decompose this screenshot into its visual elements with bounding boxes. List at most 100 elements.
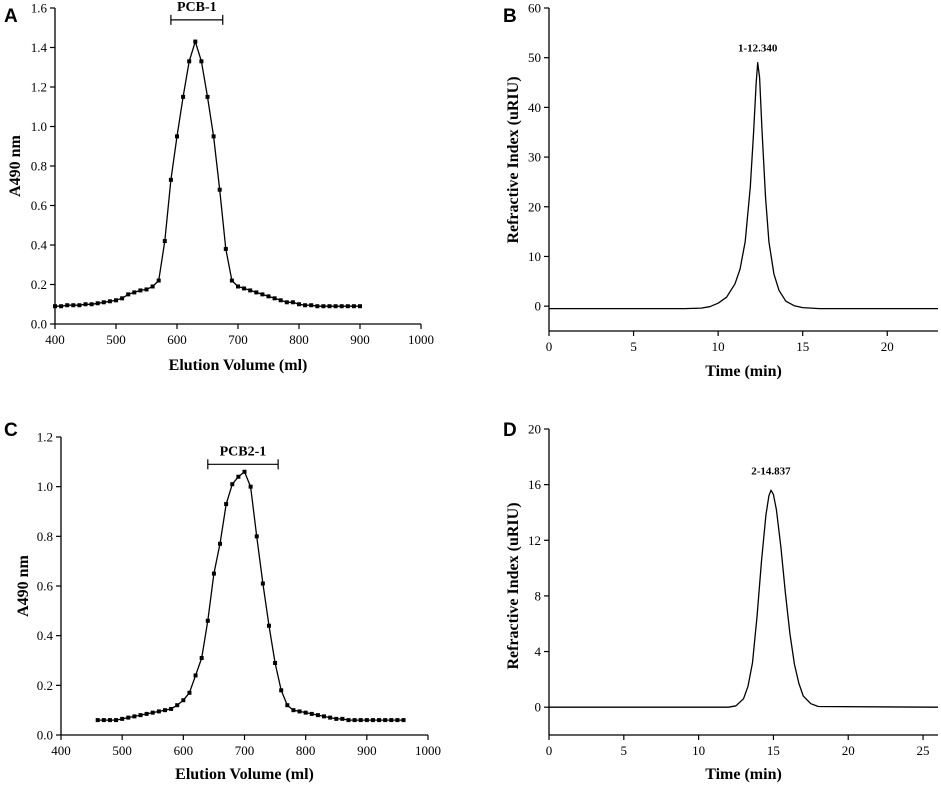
- data-point-c: [297, 709, 302, 714]
- y-tick-label-b: 40: [528, 100, 541, 115]
- data-point-a: [254, 290, 259, 295]
- data-point-c: [291, 708, 296, 713]
- x-tick-label-a: 1000: [408, 332, 434, 347]
- x-tick-label-c: 500: [112, 743, 132, 758]
- data-point-c: [181, 698, 186, 703]
- data-point-c: [132, 714, 137, 719]
- x-tick-label-d: 15: [767, 743, 780, 758]
- x-tick-label-a: 800: [289, 332, 309, 347]
- data-point-a: [193, 39, 198, 44]
- data-point-a: [266, 294, 271, 299]
- data-point-c: [193, 673, 198, 678]
- x-tick-label-c: 1000: [415, 743, 441, 758]
- data-point-a: [351, 304, 356, 309]
- data-point-c: [144, 711, 149, 716]
- data-point-a: [229, 278, 234, 283]
- data-point-a: [327, 304, 332, 309]
- panel-letter-d: D: [503, 420, 517, 441]
- data-point-c: [383, 718, 388, 723]
- bracket-label-a: PCB-1: [177, 0, 217, 15]
- x-tick-label-d: 5: [621, 743, 628, 758]
- y-tick-label-d: 0: [535, 700, 542, 715]
- x-tick-label-c: 400: [51, 743, 71, 758]
- y-tick-label-a: 0.2: [31, 277, 47, 292]
- panel-letter-c: C: [4, 420, 18, 441]
- y-tick-label-d: 16: [528, 477, 542, 492]
- data-point-a: [236, 284, 240, 289]
- data-point-c: [315, 713, 320, 718]
- y-tick-label-c: 1.0: [37, 479, 53, 494]
- data-point-c: [101, 718, 106, 723]
- y-axis-title-b: Refractive Index (uRIU): [505, 76, 522, 243]
- bracket-label-c: PCB2-1: [220, 444, 267, 459]
- x-tick-label-d: 20: [842, 743, 855, 758]
- y-tick-label-d: 8: [535, 588, 542, 603]
- x-tick-label-b: 5: [630, 339, 637, 354]
- data-point-a: [345, 304, 350, 309]
- data-point-c: [187, 690, 192, 695]
- y-axis-title-d: Refractive Index (uRIU): [505, 502, 522, 669]
- y-tick-label-a: 1.0: [31, 119, 47, 134]
- y-tick-label-a: 0.8: [31, 159, 47, 174]
- y-tick-label-a: 0.0: [31, 317, 47, 332]
- data-point-a: [278, 298, 283, 303]
- y-tick-label-b: 60: [528, 1, 541, 16]
- data-point-c: [162, 708, 167, 713]
- y-tick-label-c: 0.0: [37, 728, 53, 743]
- x-tick-label-d: 0: [546, 743, 553, 758]
- y-tick-label-a: 0.6: [31, 198, 48, 213]
- x-axis-title-b: Time (min): [705, 363, 782, 380]
- data-point-a: [132, 290, 137, 295]
- x-tick-label-c: 700: [235, 743, 255, 758]
- data-point-c: [126, 715, 131, 720]
- data-point-c: [260, 581, 265, 586]
- data-point-c: [199, 656, 204, 661]
- data-point-a: [309, 303, 314, 308]
- data-point-c: [395, 718, 400, 723]
- data-point-a: [126, 292, 131, 297]
- data-point-c: [211, 571, 216, 576]
- data-point-a: [120, 296, 125, 301]
- data-point-c: [150, 710, 155, 715]
- data-point-c: [303, 710, 308, 715]
- data-point-c: [242, 469, 247, 474]
- data-point-a: [297, 302, 301, 307]
- y-tick-label-c: 0.6: [37, 579, 54, 594]
- data-point-a: [95, 301, 100, 306]
- x-tick-label-d: 10: [692, 743, 705, 758]
- data-point-c: [224, 502, 229, 507]
- data-point-a: [223, 246, 228, 251]
- data-point-c: [230, 482, 235, 487]
- y-tick-label-c: 0.4: [37, 628, 54, 643]
- x-tick-label-a: 600: [167, 332, 187, 347]
- data-point-a: [284, 300, 289, 305]
- y-tick-label-d: 12: [528, 533, 541, 548]
- data-point-c: [340, 716, 345, 721]
- x-tick-label-a: 400: [45, 332, 65, 347]
- y-tick-label-d: 4: [535, 644, 542, 659]
- panel-letter-b: B: [503, 6, 517, 27]
- x-axis-title-c: Elution Volume (ml): [175, 766, 314, 783]
- data-point-a: [156, 278, 161, 283]
- data-point-a: [272, 296, 277, 301]
- y-tick-label-c: 1.2: [37, 430, 53, 445]
- data-point-c: [401, 718, 406, 723]
- chart-panel-d: 0 5 10 15 20 25 0 4 8 12 16 20 Time (min) Refractive …: [505, 422, 939, 783]
- y-tick-label-b: 20: [528, 199, 541, 214]
- data-point-c: [218, 541, 223, 546]
- data-point-c: [389, 718, 394, 723]
- x-axis-title-d: Time (min): [705, 766, 782, 783]
- data-point-a: [187, 59, 192, 64]
- peak-label-b: 1-12.340: [738, 43, 778, 55]
- data-point-a: [162, 239, 167, 244]
- data-point-c: [254, 534, 259, 539]
- x-tick-label-b: 0: [546, 339, 553, 354]
- data-point-a: [321, 304, 326, 309]
- data-point-a: [144, 287, 149, 292]
- data-point-a: [89, 302, 94, 307]
- data-point-a: [175, 134, 179, 139]
- data-point-a: [248, 288, 253, 293]
- data-point-c: [175, 703, 180, 708]
